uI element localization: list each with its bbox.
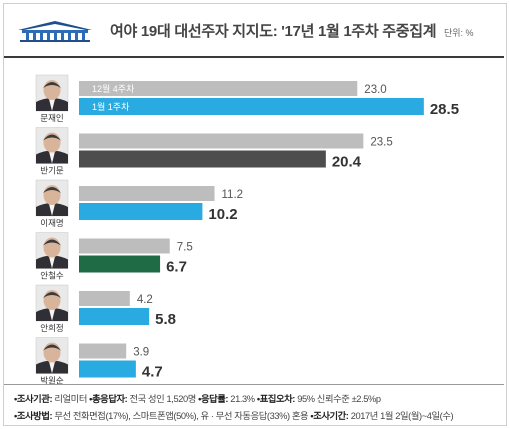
- current-week-value-label: 6.7: [166, 259, 187, 276]
- candidate-portrait: [35, 74, 69, 112]
- candidate-name: 박원순: [40, 376, 64, 385]
- footer-line-1: •조사기관: 리얼미터 •총응답자: 전국 성인 1,520명 •응답률: 21…: [14, 391, 381, 405]
- current-week-value-label: 4.7: [142, 364, 163, 381]
- previous-week-value-label: 3.9: [133, 347, 149, 359]
- candidate-name: 안희정: [40, 323, 63, 333]
- current-week-bar: [79, 150, 326, 168]
- previous-week-value-label: 4.2: [137, 294, 153, 306]
- previous-week-bar: [79, 291, 130, 306]
- previous-week-bar: [79, 133, 364, 149]
- previous-week-value-label: 11.2: [222, 189, 244, 201]
- legend-current-week: 1월 1주차: [92, 101, 130, 112]
- previous-week-value-label: 23.0: [364, 84, 386, 96]
- candidate-portrait: [35, 337, 69, 374]
- footer-value: 2017년 1월 2일(월)~4일(수): [348, 411, 454, 421]
- previous-week-bar: [79, 238, 170, 254]
- previous-week-bar: [79, 186, 215, 201]
- current-week-bar: [79, 255, 161, 273]
- footer-value: 21.3%: [228, 394, 257, 404]
- candidate-name: 안철수: [40, 271, 64, 281]
- candidate-portrait: [35, 127, 69, 164]
- footer-label: •조사기관:: [14, 394, 53, 404]
- footer-label: •응답률:: [198, 394, 229, 404]
- candidate-name: 문재인: [40, 113, 63, 123]
- candidate-portrait: [35, 232, 69, 269]
- footer-label: •표집오차:: [256, 394, 296, 404]
- current-week-value-label: 5.8: [155, 311, 176, 328]
- current-week-value-label: 10.2: [208, 206, 237, 223]
- header-divider: [4, 56, 504, 58]
- footer-value: 무선 전화면접(17%), 스마트폰앱(50%), 유 · 무선 자동응답(33…: [52, 411, 311, 421]
- footer-value: 리얼미터: [52, 394, 90, 404]
- previous-week-bar: [79, 81, 358, 96]
- current-week-bar: [79, 308, 150, 325]
- current-week-bar: [79, 98, 424, 115]
- footer-value: 전국 성인 1,520명: [127, 394, 199, 404]
- current-week-value-label: 28.5: [430, 101, 459, 118]
- blue-house-logo-icon: [18, 21, 92, 42]
- candidate-name: 이재명: [40, 218, 63, 228]
- chart-frame: [3, 3, 507, 426]
- footer-label: •총응답자:: [89, 394, 128, 404]
- footer-value: 95% 신뢰수준 ±2.5%p: [295, 394, 381, 404]
- candidate-portrait: [35, 179, 69, 217]
- candidate-portrait: [35, 284, 69, 322]
- previous-week-bar: [79, 343, 127, 359]
- legend-previous-week: 12월 4주차: [92, 83, 135, 94]
- chart-header: 여야 19대 대선주자 지지도: '17년 1월 1주차 주중집계 단위: %: [4, 4, 504, 54]
- footer-label: •조사기간:: [310, 411, 349, 421]
- footer-divider: [4, 384, 504, 385]
- chart-title: 여야 19대 대선주자 지지도: '17년 1월 1주차 주중집계: [110, 23, 437, 40]
- footer-label: •조사방법:: [14, 411, 53, 421]
- previous-week-value-label: 23.5: [370, 137, 392, 149]
- current-week-bar: [79, 203, 203, 220]
- footer-line-2: •조사방법: 무선 전화면접(17%), 스마트폰앱(50%), 유 · 무선 …: [14, 408, 454, 422]
- current-week-bar: [79, 360, 136, 378]
- previous-week-value-label: 7.5: [177, 242, 193, 254]
- unit-label: 단위: %: [444, 28, 474, 38]
- candidate-name: 반기문: [40, 166, 64, 176]
- current-week-value-label: 20.4: [332, 154, 362, 171]
